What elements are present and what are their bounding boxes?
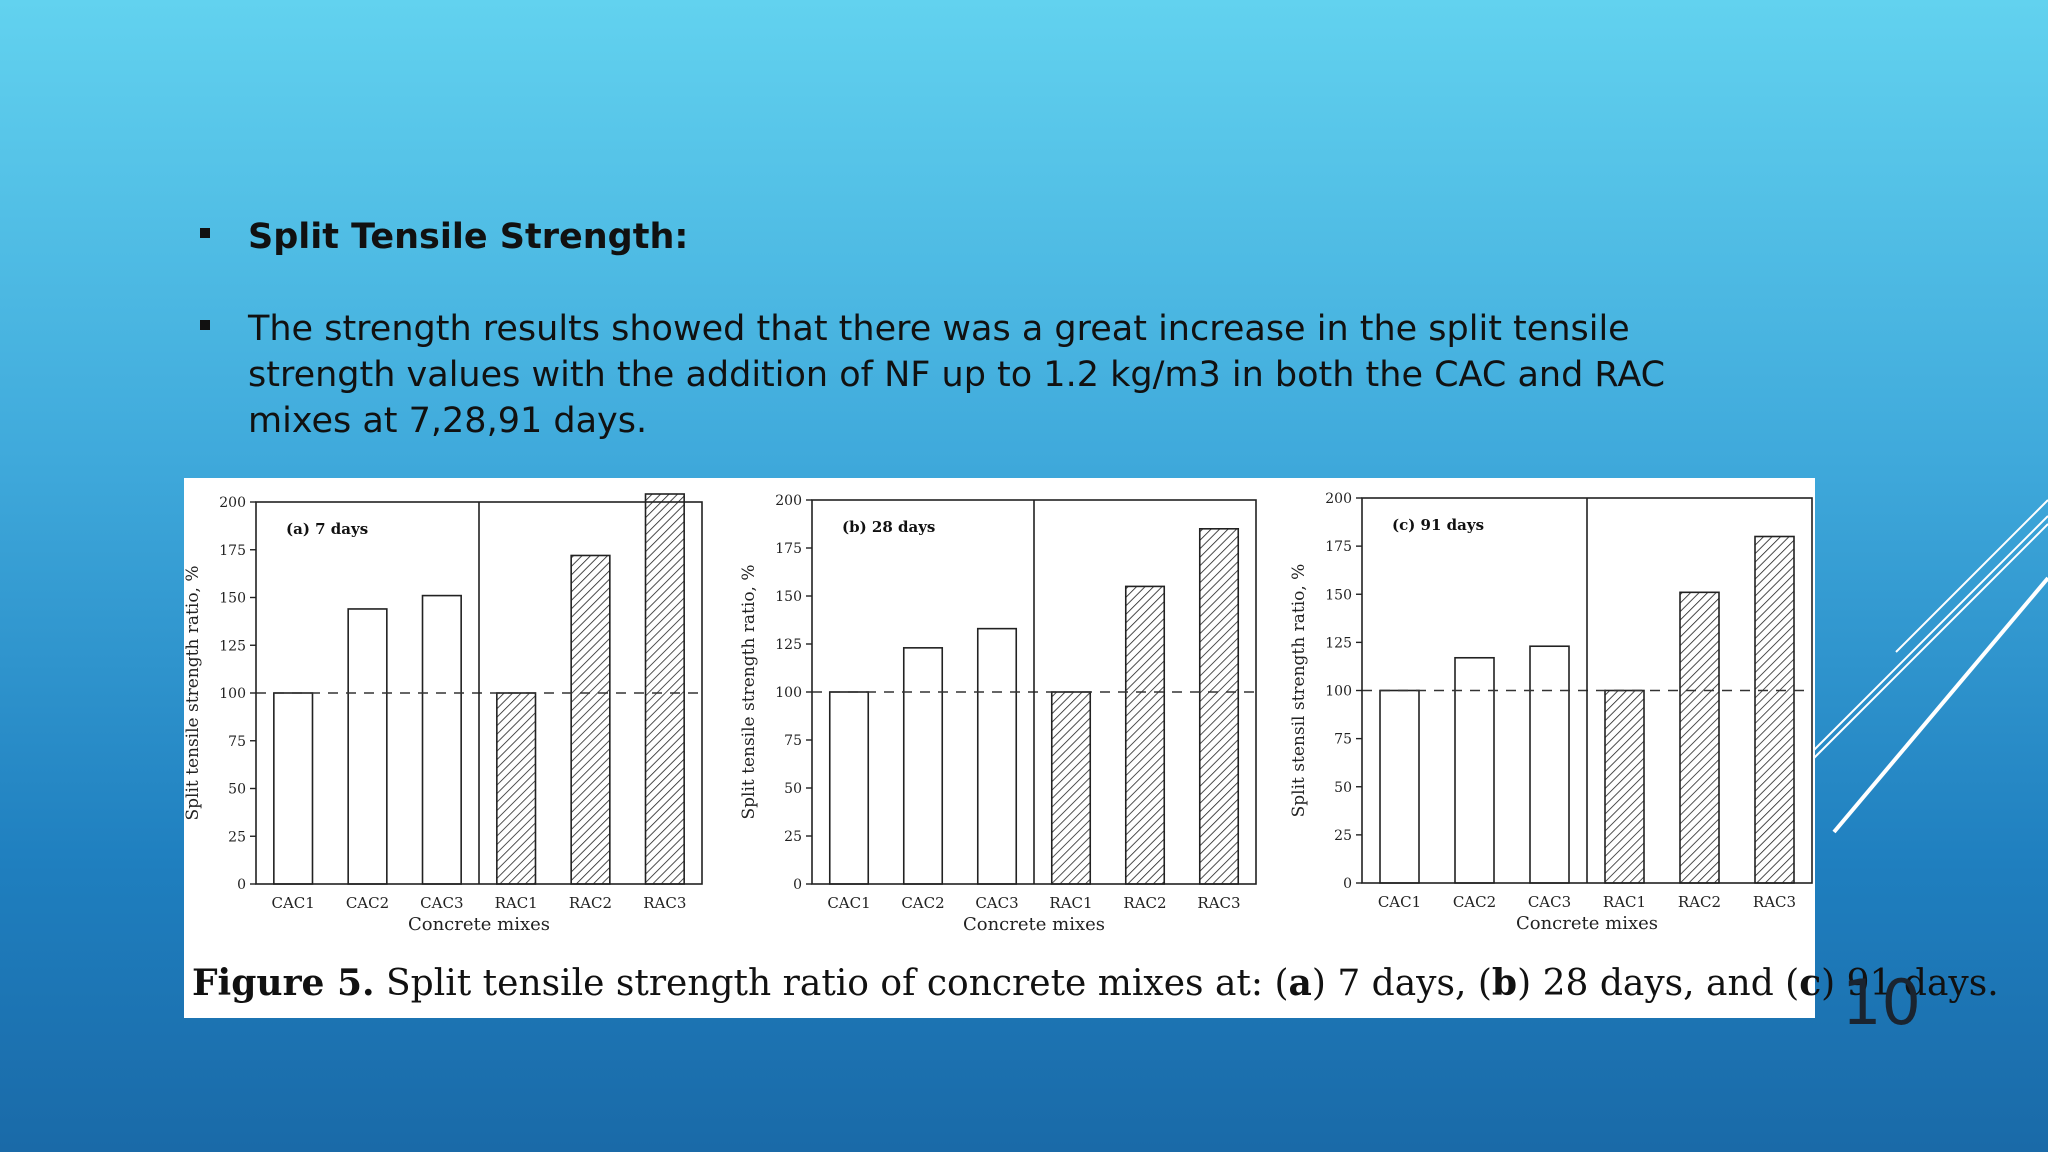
bar-cac1 xyxy=(1379,689,1420,884)
chart-panel-2: CAC1 CAC2 CAC3 RAC1 RAC2 RAC3 0 25 50 75 100 125 150… xyxy=(739,493,1257,935)
square-bullet-icon xyxy=(200,228,210,238)
x-axis-label: Concrete mixes xyxy=(963,914,1105,935)
bar-rac3 xyxy=(1754,535,1795,884)
x-tick-label: CAC1 xyxy=(1378,893,1421,911)
decorative-lines xyxy=(1813,499,2048,834)
bar-cac1 xyxy=(828,691,870,885)
y-tick-label: 200 xyxy=(775,493,802,509)
caption-part-2: ) 7 days, ( xyxy=(1311,963,1492,1004)
x-tick-label: RAC3 xyxy=(643,894,686,912)
y-tick-label: 100 xyxy=(775,685,802,701)
bar-rac1 xyxy=(1050,691,1092,885)
y-tick-label: 175 xyxy=(775,541,802,557)
caption-part-3: ) 28 days, and ( xyxy=(1517,963,1800,1004)
y-tick-label: 0 xyxy=(237,877,246,893)
bar-rac1 xyxy=(496,692,537,885)
bar-cac2 xyxy=(902,647,944,885)
x-tick-label: CAC2 xyxy=(901,894,944,912)
y-tick-label: 125 xyxy=(219,638,246,654)
x-tick-label: CAC3 xyxy=(975,894,1018,912)
square-bullet-icon xyxy=(200,320,210,330)
deco-line-1 xyxy=(1895,499,2048,653)
y-tick-label: 50 xyxy=(228,782,246,798)
x-axis-label: Concrete mixes xyxy=(1516,913,1658,934)
caption-c: c xyxy=(1799,962,1822,1004)
chart-title: (c) 91 days xyxy=(1392,516,1484,534)
y-tick-label: 50 xyxy=(784,781,802,797)
y-tick-label: 75 xyxy=(228,734,246,750)
x-tick-label: RAC2 xyxy=(1123,894,1166,912)
bullet-body: The strength results showed that there w… xyxy=(200,306,1680,444)
deco-line-3 xyxy=(1813,523,2048,759)
y-tick-label: 75 xyxy=(1334,732,1352,748)
bar-cac3 xyxy=(976,627,1018,885)
x-axis-label: Concrete mixes xyxy=(408,914,550,935)
y-tick-label: 100 xyxy=(219,686,246,702)
y-tick-label: 150 xyxy=(219,591,246,607)
caption-a: a xyxy=(1288,962,1312,1004)
bar-rac3 xyxy=(1198,527,1240,885)
figure: CAC1 CAC2 CAC3 RAC1 RAC2 RAC3 0 25 50 75 100 125 150… xyxy=(184,478,1999,1018)
y-axis-label: Split tensile strength ratio, % xyxy=(184,565,203,820)
y-tick-label: 150 xyxy=(1325,587,1352,603)
bar-rac3 xyxy=(644,493,685,885)
y-tick-label: 125 xyxy=(1325,635,1352,651)
caption-part-1: Split tensile strength ratio of concrete… xyxy=(374,963,1289,1004)
bar-rac2 xyxy=(1679,591,1720,884)
y-tick-label: 175 xyxy=(1325,539,1352,555)
x-tick-label: RAC1 xyxy=(1603,893,1646,911)
x-tick-label: CAC2 xyxy=(1453,893,1496,911)
y-tick-label: 25 xyxy=(228,829,246,845)
bar-rac2 xyxy=(570,554,611,885)
x-tick-label: CAC1 xyxy=(827,894,870,912)
x-tick-label: CAC1 xyxy=(271,894,314,912)
x-tick-label: RAC1 xyxy=(495,894,538,912)
y-tick-label: 175 xyxy=(219,543,246,559)
bar-cac3 xyxy=(421,594,462,885)
bar-cac2 xyxy=(1454,656,1495,884)
y-tick-label: 25 xyxy=(784,829,802,845)
y-tick-label: 50 xyxy=(1334,780,1352,796)
bar-cac3 xyxy=(1529,645,1570,884)
charts-svg: CAC1 CAC2 CAC3 RAC1 RAC2 RAC3 0 25 50 75 100 125 150… xyxy=(184,491,1813,935)
bar-rac2 xyxy=(1124,585,1166,885)
y-tick-label: 100 xyxy=(1325,684,1352,700)
y-axis-label: Split tensile strength ratio, % xyxy=(739,564,759,819)
x-tick-label: RAC2 xyxy=(1678,893,1721,911)
y-tick-label: 0 xyxy=(1343,876,1352,892)
caption-part-4: ) 91 days. xyxy=(1821,963,1999,1004)
y-tick-label: 25 xyxy=(1334,828,1352,844)
caption-label: Figure 5. xyxy=(192,962,375,1004)
x-tick-label: RAC3 xyxy=(1753,893,1796,911)
chart-panel-1: CAC1 CAC2 CAC3 RAC1 RAC2 RAC3 0 25 50 75 100 125 150… xyxy=(184,493,703,935)
x-tick-label: CAC3 xyxy=(420,894,463,912)
bar-cac2 xyxy=(347,608,388,885)
bar-cac1 xyxy=(273,692,314,885)
caption-b: b xyxy=(1491,962,1518,1004)
chart-panel-3: CAC1 CAC2 CAC3 RAC1 RAC2 RAC3 0 25 50 75 100 125 150… xyxy=(1289,491,1813,934)
y-tick-label: 75 xyxy=(784,733,802,749)
bullet-body-text: The strength results showed that there w… xyxy=(248,309,1666,441)
x-tick-label: RAC2 xyxy=(569,894,612,912)
bullet-heading: Split Tensile Strength: xyxy=(200,214,1680,260)
chart-title: (a) 7 days xyxy=(286,520,368,538)
deco-line-2 xyxy=(1813,515,2048,751)
y-tick-label: 200 xyxy=(219,495,246,511)
page-number: 10 xyxy=(1842,966,1921,1039)
y-tick-label: 125 xyxy=(775,637,802,653)
figure-caption: Figure 5. Split tensile strength ratio o… xyxy=(192,962,1999,1004)
x-tick-label: RAC1 xyxy=(1049,894,1092,912)
x-tick-label: CAC3 xyxy=(1528,893,1571,911)
chart-title: (b) 28 days xyxy=(842,518,935,536)
x-tick-label: CAC2 xyxy=(346,894,389,912)
y-axis-label: Split stensil strength ratio, % xyxy=(1289,564,1309,818)
y-tick-label: 200 xyxy=(1325,491,1352,507)
bar-rac1 xyxy=(1604,689,1645,884)
y-tick-label: 0 xyxy=(793,877,802,893)
x-tick-label: RAC3 xyxy=(1197,894,1240,912)
deco-line-4 xyxy=(1832,576,2048,834)
y-tick-label: 150 xyxy=(775,589,802,605)
bullet-heading-text: Split Tensile Strength: xyxy=(248,217,689,257)
